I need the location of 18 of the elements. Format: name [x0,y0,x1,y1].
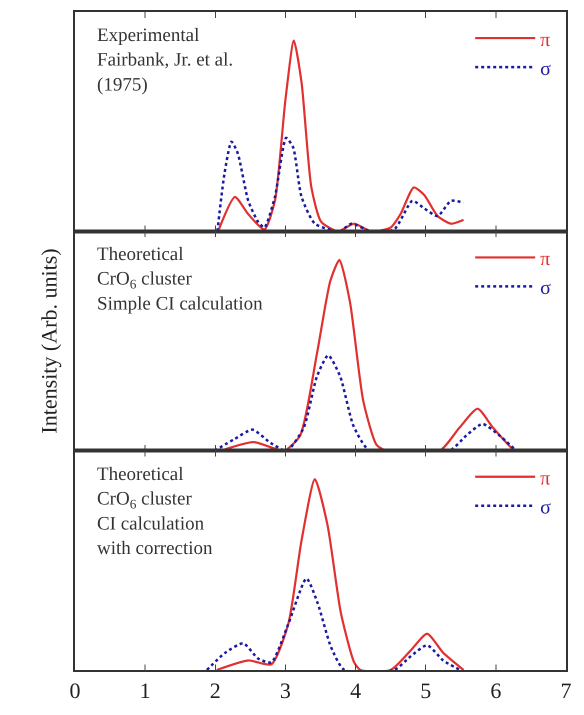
legend-label: π [540,248,550,270]
x-tick-label: 2 [210,678,221,704]
annotation: Experimental Fairbank, Jr. et al. (1975) [97,25,234,96]
x-tick-label: 4 [350,678,362,704]
legend-label: σ [540,58,552,80]
x-tick-label: 7 [560,678,572,704]
legend-label: σ [540,496,552,519]
legend-label: π [540,468,550,490]
y-axis-title: Intensity (Arb. units) [36,248,62,434]
annotation: Theoretical CrO$_{6}$ cluster Simple CI calculation [97,244,264,314]
legend-label: π [540,28,550,51]
x-tick-label: 1 [140,678,151,704]
x-tick-label: 0 [70,678,80,704]
x-tick-label: 5 [420,678,432,704]
annotation: Theoretical CrO$_{6}$ cluster CI calculation with correction [97,464,214,560]
legend-label: σ [540,277,552,300]
x-tick-label: 6 [490,678,502,704]
x-tick-label: 3 [280,678,291,704]
